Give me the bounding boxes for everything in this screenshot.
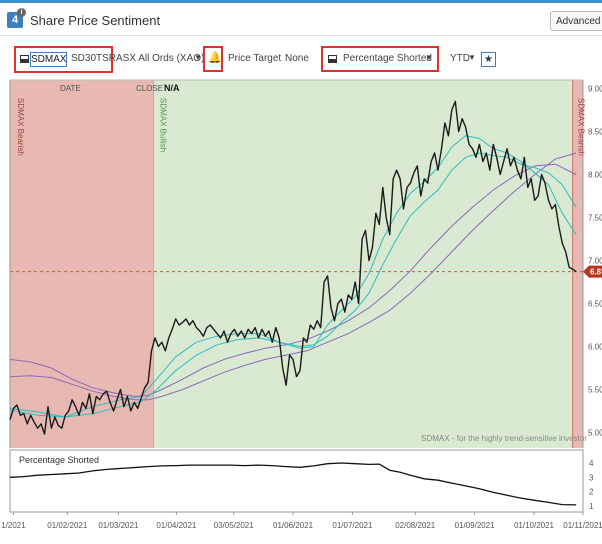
indicator-select[interactable]: Percentage Shorted <box>343 53 432 64</box>
price-target-label: Price Target <box>228 53 282 64</box>
y-tick-label: 9.00 <box>588 85 602 94</box>
band-label-bearish: SDMAX Bearish <box>16 98 25 156</box>
series-percentage-shorted <box>9 462 577 506</box>
x-tick-label: 01/03/2021 <box>98 521 139 530</box>
series-close <box>9 100 577 435</box>
indicator-highlight-box <box>321 46 439 72</box>
short-panel-title: Percentage Shorted <box>19 455 99 465</box>
index-select[interactable]: ASX All Ords (XAO) <box>116 53 205 64</box>
short-panel-frame <box>9 449 584 513</box>
y-tick-label: 7.00 <box>588 257 602 266</box>
chart-type-icon[interactable] <box>20 55 29 63</box>
date-column-label: DATE <box>60 84 81 93</box>
x-tick-label: 01/09/2021 <box>455 521 496 530</box>
advanced-chart-button[interactable]: Advanced Ch <box>550 11 602 31</box>
price-target-value[interactable]: None <box>285 53 309 64</box>
period-select[interactable]: YTD <box>450 53 470 64</box>
y-tick-label: 6.50 <box>588 300 602 309</box>
short-y-tick-label: 2 <box>589 488 594 497</box>
short-y-tick-label: 3 <box>589 473 594 482</box>
y-tick-label: 7.50 <box>588 214 602 223</box>
y-tick-label: 8.50 <box>588 128 602 137</box>
y-tick-label: 5.50 <box>588 386 602 395</box>
period-dropdown-chevron-icon[interactable]: ▼ <box>468 53 476 62</box>
sentiment-band-bearish <box>10 80 154 448</box>
panel-header: 4 i Share Price Sentiment Advanced Ch <box>0 0 602 36</box>
page-title: Share Price Sentiment <box>30 13 161 28</box>
alert-highlight-box <box>203 46 223 72</box>
band-label-bullish: SDMAX Bullish <box>159 98 168 152</box>
close-column-label: CLOSE <box>136 84 163 93</box>
close-value: N/A <box>164 83 180 93</box>
x-tick-label: 1/2021 <box>1 521 26 530</box>
chart-footer-note: SDMAX - for the highly trend-sensitive i… <box>421 434 587 443</box>
ticker-sdmax-button[interactable]: SDMAX <box>30 52 67 67</box>
series-fast-ma-1 <box>9 135 577 418</box>
info-icon[interactable]: i <box>17 8 26 17</box>
index-dropdown-chevron-icon[interactable]: ▼ <box>194 53 202 62</box>
x-tick-label: 01/07/2021 <box>332 521 373 530</box>
band-label-bearish: SDMAX Bearish <box>577 98 586 156</box>
x-tick-label: 01/10/2021 <box>514 521 555 530</box>
x-tick-label: 01/06/2021 <box>273 521 314 530</box>
indicator-dropdown-chevron-icon[interactable]: ▼ <box>425 53 433 62</box>
sentiment-band-bearish <box>572 80 583 448</box>
ticker-sd30tsr-button[interactable]: SD30TSR <box>71 53 117 64</box>
indicator-chart-icon[interactable] <box>328 55 337 63</box>
short-y-tick-label: 1 <box>589 502 594 511</box>
y-tick-label: 5.00 <box>588 429 602 438</box>
bell-icon[interactable]: 🔔 <box>208 52 222 64</box>
x-tick-label: 02/08/2021 <box>395 521 436 530</box>
favourite-star-icon[interactable]: ★ <box>481 52 496 67</box>
ticker-highlight-box <box>14 46 113 73</box>
y-tick-label: 6.00 <box>588 343 602 352</box>
series-fast-ma-2 <box>9 152 577 418</box>
x-tick-label: 01/04/2021 <box>156 521 197 530</box>
x-tick-label: 03/05/2021 <box>214 521 255 530</box>
current-price-marker <box>583 265 602 278</box>
current-price-label: 6.87 <box>590 268 602 277</box>
y-tick-label: 8.00 <box>588 171 602 180</box>
short-y-tick-label: 4 <box>589 459 594 468</box>
series-slow-ma-2 <box>9 152 577 401</box>
x-tick-label: 01/11/2021 <box>563 521 602 530</box>
x-tick-label: 01/02/2021 <box>47 521 88 530</box>
sentiment-band-bullish <box>153 80 573 448</box>
